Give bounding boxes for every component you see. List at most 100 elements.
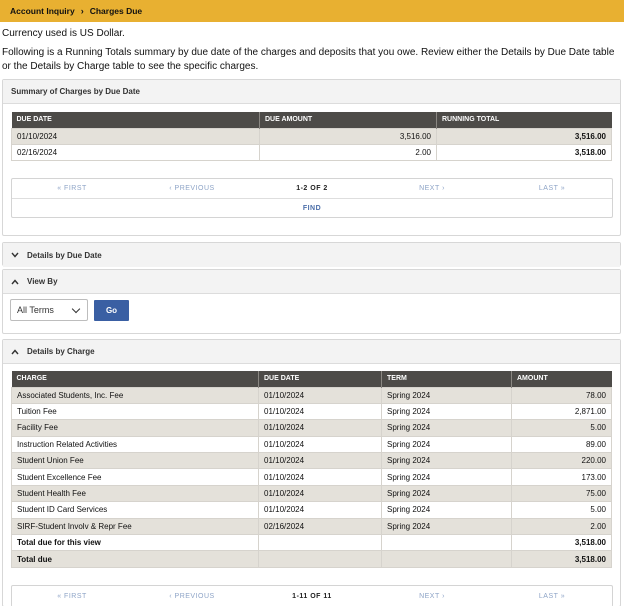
charge-pager: « FIRST ‹ PREVIOUS 1-11 OF 11 NEXT › LAS…	[11, 585, 613, 606]
pager-first-link[interactable]: « FIRST	[57, 185, 87, 192]
breadcrumb-account-inquiry[interactable]: Account Inquiry	[10, 6, 75, 16]
cell-charge: Facility Fee	[11, 419, 259, 437]
pager-first-link[interactable]: « FIRST	[57, 592, 87, 600]
term-select[interactable]: All Terms	[10, 299, 88, 321]
cell-charge: Student Health Fee	[11, 484, 259, 503]
view-by-title: View By	[27, 277, 58, 286]
cell-charge: Tuition Fee	[11, 402, 259, 421]
cell-charge: Associated Students, Inc. Fee	[11, 386, 259, 404]
details-due-date-title: Details by Due Date	[27, 250, 102, 260]
empty-cell	[258, 550, 382, 568]
summary-panel: Summary of Charges by Due Date DUE DATE …	[2, 79, 621, 236]
cell-running-total: 3,518.00	[436, 143, 612, 162]
breadcrumb-charges-due: Charges Due	[89, 6, 143, 16]
cell-term: Spring 2024	[381, 452, 512, 470]
find-link[interactable]: FIND	[302, 204, 322, 212]
table-row: Facility Fee 01/10/2024 Spring 2024 5.00	[11, 419, 612, 437]
cell-amount: 5.00	[511, 419, 612, 437]
details-charge-panel: Details by Charge CHARGE DUE DATE TERM A…	[2, 339, 621, 606]
table-row: Student Excellence Fee 01/10/2024 Spring…	[11, 468, 612, 486]
cell-amount: 75.00	[511, 484, 612, 503]
cell-amount: 173.00	[511, 468, 612, 486]
cell-term: Spring 2024	[381, 435, 512, 454]
summary-panel-header: Summary of Charges by Due Date	[3, 80, 620, 104]
summary-table-wrap: DUE DATE DUE AMOUNT RUNNING TOTAL 01/10/…	[11, 112, 612, 162]
chevron-up-icon	[11, 347, 19, 357]
cell-charge: SIRF-Student Involv & Repr Fee	[11, 517, 259, 536]
table-row: 02/16/2024 2.00 3,518.00	[11, 143, 612, 162]
col-due-date: DUE DATE	[258, 371, 382, 387]
summary-table: DUE DATE DUE AMOUNT RUNNING TOTAL 01/10/…	[11, 112, 612, 162]
go-button[interactable]: Go	[94, 300, 129, 321]
table-row: Instruction Related Activities 01/10/202…	[11, 435, 612, 454]
cell-charge: Student ID Card Services	[11, 501, 259, 519]
cell-term: Spring 2024	[381, 484, 512, 503]
col-term: TERM	[381, 371, 512, 387]
pager-next-link[interactable]: NEXT ›	[419, 185, 445, 192]
table-row: Student Union Fee 01/10/2024 Spring 2024…	[11, 452, 612, 470]
cell-due-date: 01/10/2024	[258, 419, 382, 437]
col-running-total: RUNNING TOTAL	[436, 112, 612, 128]
pager-last-link[interactable]: LAST »	[538, 592, 566, 600]
cell-amount: 2.00	[511, 517, 612, 536]
table-row: SIRF-Student Involv & Repr Fee 02/16/202…	[11, 517, 612, 536]
table-row: Student Health Fee 01/10/2024 Spring 202…	[11, 484, 612, 503]
breadcrumb: Account Inquiry › Charges Due	[0, 0, 624, 22]
total-due-amount: 3,518.00	[511, 550, 612, 568]
cell-term: Spring 2024	[381, 517, 512, 536]
chevron-down-icon	[11, 250, 19, 260]
table-row: Tuition Fee 01/10/2024 Spring 2024 2,871…	[11, 402, 612, 421]
cell-due-date: 01/10/2024	[258, 435, 382, 454]
currency-note: Currency used is US Dollar.	[2, 28, 125, 39]
pager-next-link[interactable]: NEXT ›	[419, 592, 445, 600]
pager-status: 1-11 OF 11	[292, 592, 332, 600]
total-due-row: Total due 3,518.00	[11, 550, 612, 568]
details-charge-toggle[interactable]: Details by Charge	[3, 340, 620, 364]
summary-description: Following is a Running Totals summary by…	[2, 47, 615, 72]
cell-amount: 2,871.00	[511, 402, 612, 421]
table-row: Student ID Card Services 01/10/2024 Spri…	[11, 501, 612, 519]
view-by-toggle[interactable]: View By	[3, 270, 620, 294]
cell-running-total: 3,516.00	[436, 127, 612, 145]
pager-status: 1-2 OF 2	[296, 185, 328, 192]
pager-last-link[interactable]: LAST »	[538, 185, 566, 192]
cell-charge: Student Excellence Fee	[11, 468, 259, 486]
details-due-date-panel: Details by Due Date	[2, 242, 621, 267]
table-row: 01/10/2024 3,516.00 3,516.00	[11, 127, 612, 145]
cell-term: Spring 2024	[381, 501, 512, 519]
cell-term: Spring 2024	[381, 468, 512, 486]
cell-charge: Student Union Fee	[11, 452, 259, 470]
cell-due-date: 01/10/2024	[258, 484, 382, 503]
charge-table: CHARGE DUE DATE TERM AMOUNT Associated S…	[11, 371, 612, 568]
col-due-amount: DUE AMOUNT	[259, 112, 437, 128]
cell-term: Spring 2024	[381, 419, 512, 437]
cell-amount: 220.00	[511, 452, 612, 470]
total-view-amount: 3,518.00	[511, 534, 612, 552]
total-due-label: Total due	[11, 550, 259, 568]
col-due-date: DUE DATE	[11, 112, 260, 128]
cell-due-date: 01/10/2024	[258, 452, 382, 470]
cell-term: Spring 2024	[381, 402, 512, 421]
summary-pager: « FIRST ‹ PREVIOUS 1-2 OF 2 NEXT › LAST …	[11, 178, 613, 218]
cell-amount: 89.00	[511, 435, 612, 454]
total-view-row: Total due for this view 3,518.00	[11, 534, 612, 552]
cell-due-date: 01/10/2024	[258, 402, 382, 421]
cell-amount: 5.00	[511, 501, 612, 519]
summary-panel-title: Summary of Charges by Due Date	[11, 87, 140, 96]
details-charge-title: Details by Charge	[27, 347, 95, 356]
term-select-value: All Terms	[17, 305, 54, 315]
col-amount: AMOUNT	[511, 371, 612, 387]
empty-cell	[258, 534, 382, 552]
charge-table-wrap: CHARGE DUE DATE TERM AMOUNT Associated S…	[11, 371, 612, 568]
cell-term: Spring 2024	[381, 386, 512, 404]
cell-due-amount: 2.00	[259, 143, 437, 162]
cell-due-date: 01/10/2024	[258, 386, 382, 404]
pager-previous-link[interactable]: ‹ PREVIOUS	[169, 592, 215, 600]
details-due-date-toggle[interactable]: Details by Due Date	[3, 243, 620, 267]
cell-due-date: 02/16/2024	[258, 517, 382, 536]
cell-due-date: 01/10/2024	[11, 127, 260, 145]
breadcrumb-separator: ›	[80, 6, 84, 16]
col-charge: CHARGE	[11, 371, 259, 387]
empty-cell	[381, 550, 512, 568]
pager-previous-link[interactable]: ‹ PREVIOUS	[169, 185, 215, 192]
